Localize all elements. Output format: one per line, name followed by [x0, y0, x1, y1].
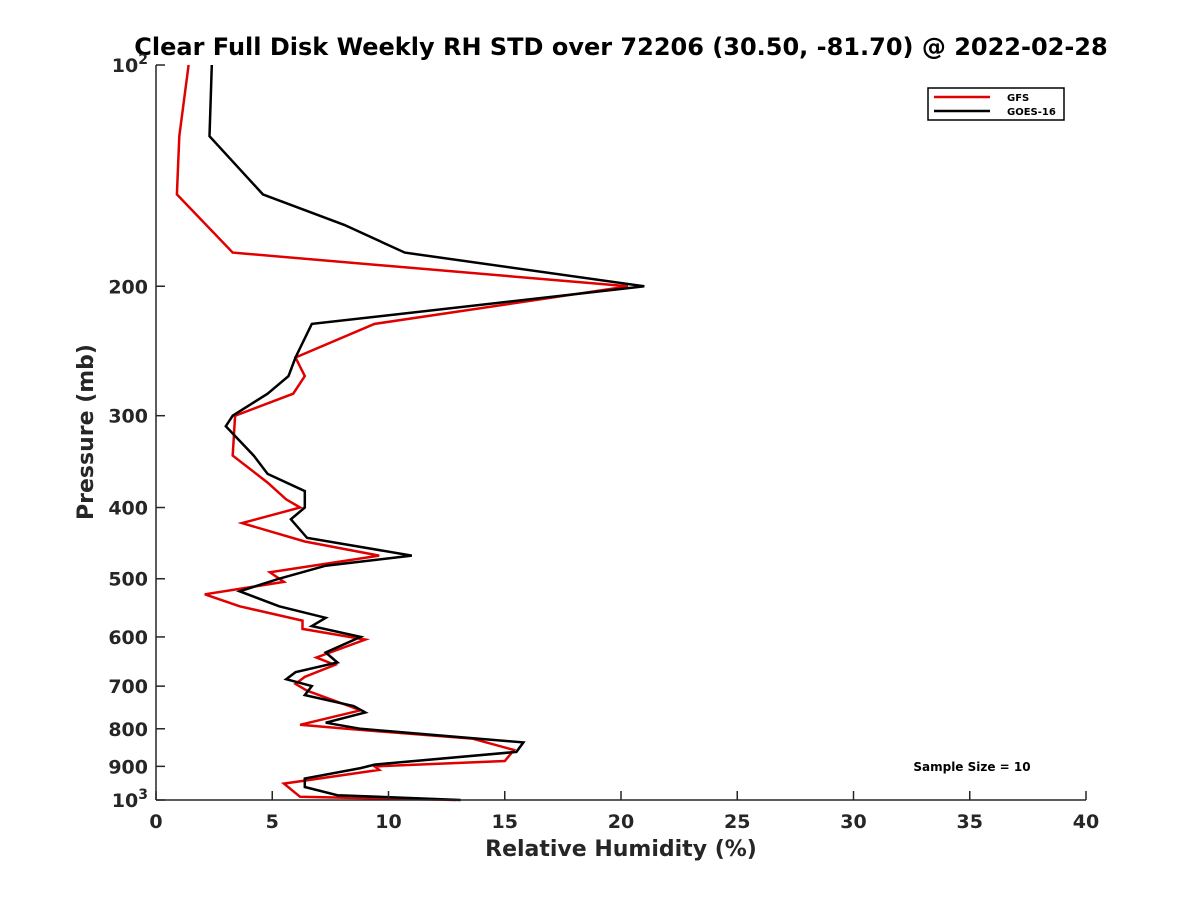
series-layer	[175, 64, 645, 802]
x-tick-label: 35	[957, 811, 983, 833]
x-tick-label: 10	[375, 811, 401, 833]
y-tick-label: 102	[112, 52, 148, 77]
y-tick-label: 700	[108, 676, 148, 698]
legend-label-gfs: GFS	[1007, 93, 1029, 104]
legend: GFS GOES-16	[927, 87, 1065, 121]
x-ticks: 0 5 10 15 20 25 30 35 40	[149, 791, 1099, 833]
x-tick-label: 0	[149, 811, 162, 833]
x-tick-label: 40	[1073, 811, 1099, 833]
sample-size-annotation: Sample Size = 10	[913, 760, 1030, 774]
series-line-gfs	[175, 64, 629, 802]
series-line-goes16	[208, 64, 645, 802]
x-tick-label: 25	[724, 811, 750, 833]
y-ticks: 102 200 300 400 500 600 700 800 900 103	[108, 52, 165, 812]
legend-box	[927, 87, 1065, 121]
y-tick-label: 500	[108, 569, 148, 591]
x-tick-label: 20	[608, 811, 634, 833]
y-axis-label: Pressure (mb)	[74, 344, 99, 520]
x-tick-label: 30	[840, 811, 866, 833]
y-tick-label: 103	[112, 787, 148, 812]
y-tick-label: 200	[108, 276, 148, 298]
y-tick-label: 400	[108, 498, 148, 520]
y-tick-label: 300	[108, 406, 148, 428]
x-axis-label: Relative Humidity (%)	[485, 837, 757, 862]
y-tick-label: 600	[108, 627, 148, 649]
legend-label-goes16: GOES-16	[1007, 107, 1056, 118]
chart-title: Clear Full Disk Weekly RH STD over 72206…	[134, 33, 1107, 61]
y-tick-label: 800	[108, 719, 148, 741]
x-tick-label: 15	[492, 811, 518, 833]
plot-area	[156, 65, 1086, 800]
y-tick-label: 900	[108, 756, 148, 778]
x-tick-label: 5	[266, 811, 279, 833]
